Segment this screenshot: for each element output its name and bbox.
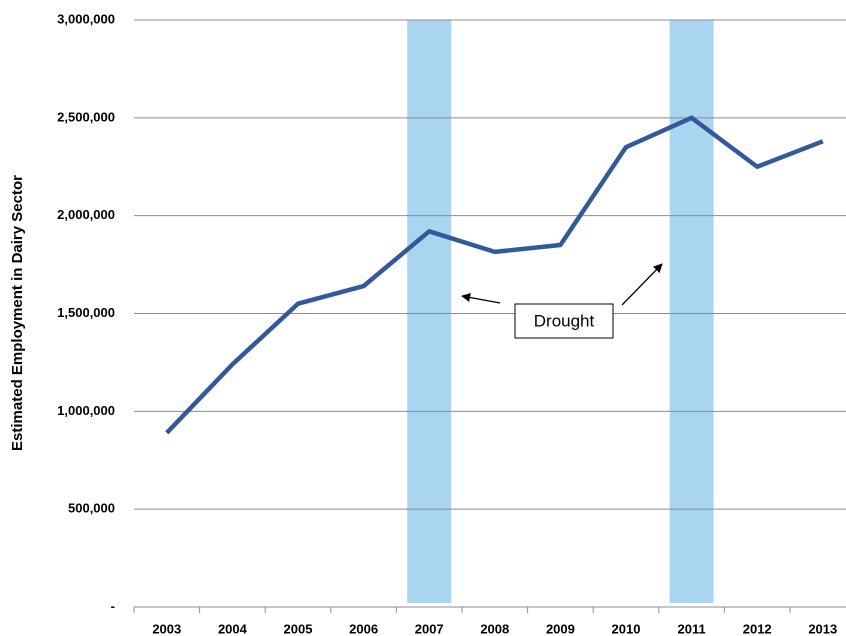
y-tick-label: 500,000 xyxy=(68,501,115,516)
x-tick-label: 2003 xyxy=(152,621,181,636)
y-axis-label: Estimated Employment in Dairy Sector xyxy=(9,175,26,451)
x-tick-label: 2005 xyxy=(284,621,313,636)
arrow xyxy=(461,293,501,304)
x-tick-label: 2006 xyxy=(349,621,378,636)
x-tick-label: 2009 xyxy=(546,621,575,636)
x-tick-label: 2007 xyxy=(415,621,444,636)
data-line xyxy=(165,115,824,435)
x-tick-label: 2008 xyxy=(480,621,509,636)
grid: - 500,000 1,000,000 1,500,000 2,000,000 2,500… xyxy=(57,11,846,636)
annotation-text: Drought xyxy=(534,311,595,330)
x-tick-label: 2012 xyxy=(743,621,772,636)
highlight-band xyxy=(669,20,714,603)
x-tick-label: 2004 xyxy=(218,621,248,636)
y-tick-label: 3,000,000 xyxy=(57,11,115,26)
arrow xyxy=(621,263,663,306)
highlight-band xyxy=(407,20,452,603)
y-tick-label: - xyxy=(111,598,115,613)
annotation: Drought xyxy=(461,263,663,339)
y-tick-label: 2,000,000 xyxy=(57,207,115,222)
x-tick-label: 2010 xyxy=(612,621,641,636)
x-tick-label: 2013 xyxy=(808,621,837,636)
x-tick-label: 2011 xyxy=(677,621,705,636)
marks xyxy=(165,115,824,435)
annotation-box xyxy=(514,303,614,339)
y-tick-label: 2,500,000 xyxy=(57,109,115,124)
y-tick-label: 1,000,000 xyxy=(57,403,115,418)
y-tick-label: 1,500,000 xyxy=(57,305,115,320)
